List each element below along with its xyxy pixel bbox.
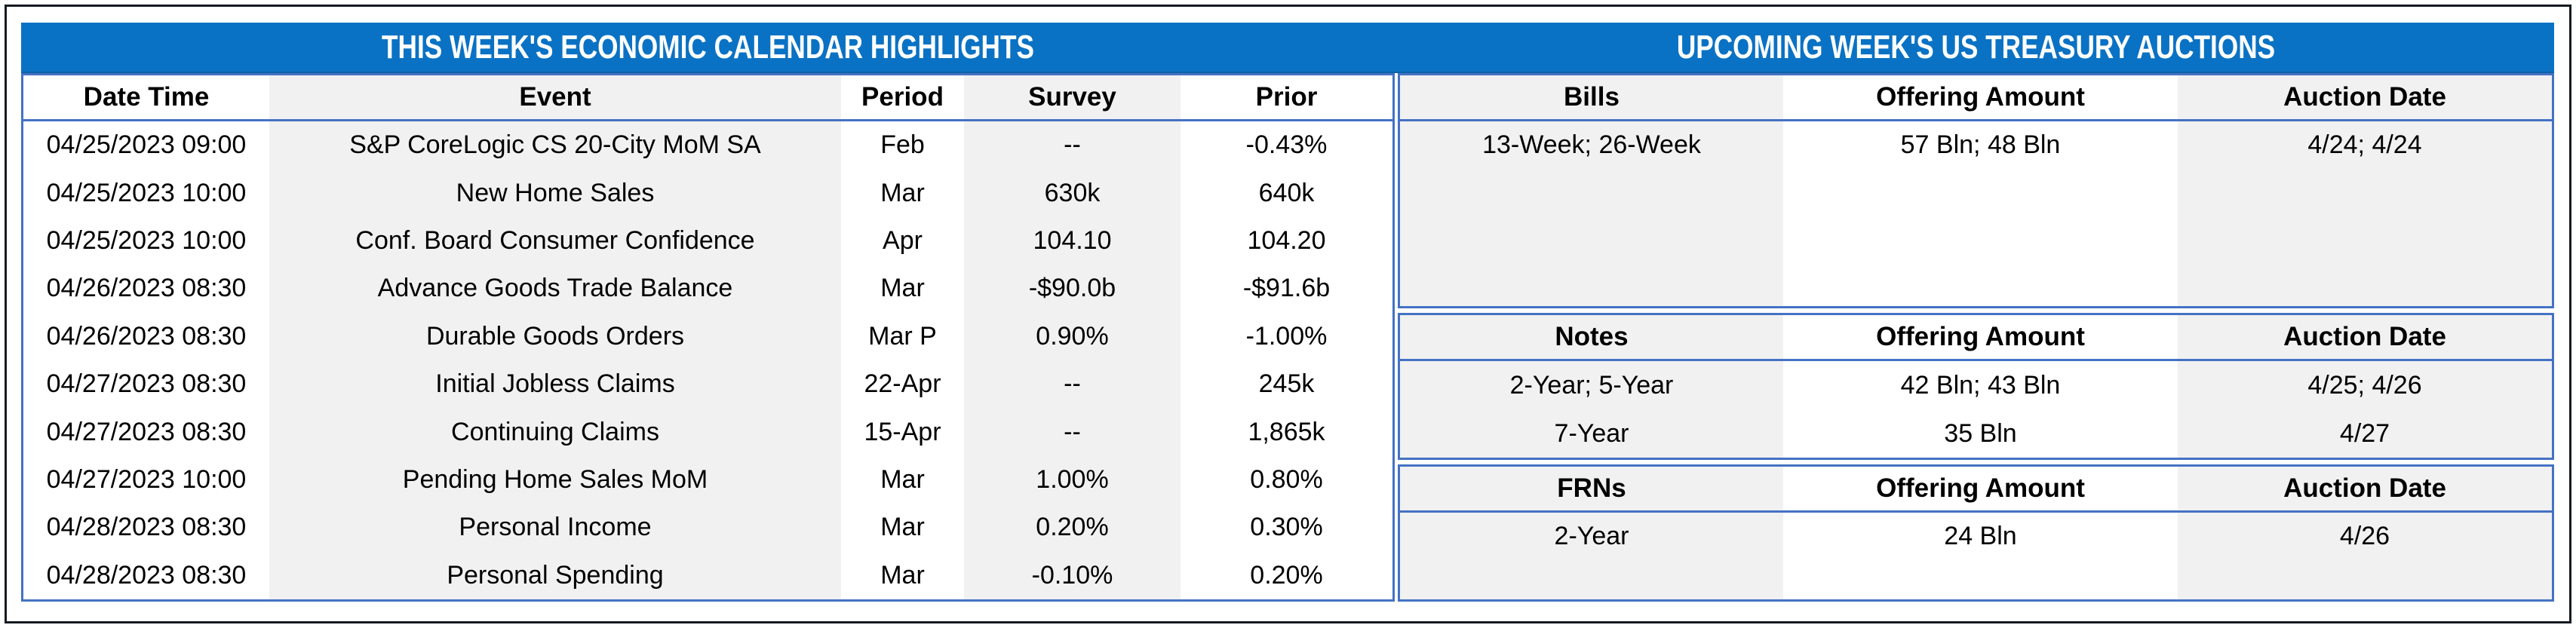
prior-cell: 245k xyxy=(1258,369,1315,399)
period-cell: Mar P xyxy=(868,321,937,351)
notes-auction-date-cell: 4/25; 4/26 xyxy=(2178,361,2552,409)
period-cell: Mar xyxy=(880,464,925,494)
notes-body: 2-Year; 5-Year 42 Bln; 43 Bln 4/25; 4/26… xyxy=(1400,361,2552,458)
auctions-section-title: UPCOMING WEEK'S US TREASURY AUCTIONS xyxy=(1676,28,2276,66)
date-time-cell: 04/27/2023 10:00 xyxy=(46,464,247,494)
event-cell: Advance Goods Trade Balance xyxy=(269,265,841,313)
survey-cell: -$90.0b xyxy=(964,265,1181,313)
economic-calendar-table: Date Time Event Period Survey Prior 04/2… xyxy=(21,73,1395,602)
period-cell: 15-Apr xyxy=(864,417,941,446)
bills-header-row: Bills Offering Amount Auction Date xyxy=(1400,75,2552,121)
period-cell: Feb xyxy=(880,130,925,160)
spacer-cell xyxy=(2178,169,2552,306)
bills-body: 13-Week; 26-Week 57 Bln; 48 Bln 4/24; 4/… xyxy=(1400,121,2552,306)
column-header-bills: Bills xyxy=(1400,75,1783,119)
column-header-offering-amount: Offering Amount xyxy=(1876,82,2085,112)
column-header-auction-date: Auction Date xyxy=(2178,315,2552,359)
column-header-auction-date: Auction Date xyxy=(2178,75,2552,119)
event-cell: S&P CoreLogic CS 20-City MoM SA xyxy=(269,121,841,170)
period-cell: Mar xyxy=(880,560,925,590)
frns-security-cell: 2-Year xyxy=(1400,513,1783,560)
survey-cell: 0.90% xyxy=(964,312,1181,360)
event-cell: Durable Goods Orders xyxy=(269,312,841,360)
date-time-cell: 04/28/2023 08:30 xyxy=(46,560,247,590)
period-cell: Apr xyxy=(883,225,923,255)
prior-cell: 104.20 xyxy=(1247,225,1326,255)
event-cell: New Home Sales xyxy=(269,169,841,217)
treasury-auctions-panel: Bills Offering Amount Auction Date 13-We… xyxy=(1398,73,2554,602)
frns-auction-block: FRNs Offering Amount Auction Date 2-Year… xyxy=(1398,464,2554,602)
date-time-cell: 04/26/2023 08:30 xyxy=(46,274,247,303)
survey-cell: -- xyxy=(964,360,1181,409)
column-header-offering-amount: Offering Amount xyxy=(1876,322,2085,351)
survey-cell: 1.00% xyxy=(964,455,1181,504)
date-time-cell: 04/25/2023 10:00 xyxy=(46,225,247,255)
event-cell: Personal Income xyxy=(269,504,841,552)
frns-offering-cell: 24 Bln xyxy=(1944,522,2017,550)
notes-security-cell: 7-Year xyxy=(1400,409,1783,458)
column-header-offering-amount: Offering Amount xyxy=(1876,473,2085,503)
notes-auction-block: Notes Offering Amount Auction Date 2-Yea… xyxy=(1398,313,2554,460)
frns-body: 2-Year 24 Bln 4/26 xyxy=(1400,513,2552,599)
column-header-period: Period xyxy=(861,82,944,112)
spacer-cell xyxy=(1783,169,2178,306)
event-cell: Personal Spending xyxy=(269,551,841,599)
date-time-cell: 04/27/2023 08:30 xyxy=(46,417,247,446)
spacer-cell xyxy=(1783,560,2178,599)
notes-offering-cell: 42 Bln; 43 Bln xyxy=(1900,370,2061,400)
prior-cell: 0.20% xyxy=(1250,560,1323,590)
prior-cell: 640k xyxy=(1258,178,1315,207)
column-header-survey: Survey xyxy=(964,75,1181,119)
period-cell: Mar xyxy=(880,513,925,542)
notes-security-cell: 2-Year; 5-Year xyxy=(1400,361,1783,409)
date-time-cell: 04/25/2023 10:00 xyxy=(46,178,247,207)
column-header-date-time: Date Time xyxy=(83,82,210,112)
prior-cell: 1,865k xyxy=(1248,417,1325,446)
frns-auction-date-cell: 4/26 xyxy=(2178,513,2552,560)
bills-auction-block: Bills Offering Amount Auction Date 13-We… xyxy=(1398,73,2554,308)
event-cell: Conf. Board Consumer Confidence xyxy=(269,216,841,265)
date-time-cell: 04/25/2023 09:00 xyxy=(46,130,247,160)
spacer-cell xyxy=(2178,560,2552,599)
notes-auction-date-cell: 4/27 xyxy=(2178,409,2552,458)
frns-header-row: FRNs Offering Amount Auction Date xyxy=(1400,467,2552,513)
calendar-body: 04/25/2023 09:00 S&P CoreLogic CS 20-Cit… xyxy=(23,121,1392,599)
period-cell: 22-Apr xyxy=(864,369,941,399)
calendar-section-title: THIS WEEK'S ECONOMIC CALENDAR HIGHLIGHTS xyxy=(382,28,1034,66)
spacer-cell xyxy=(1400,560,1783,599)
column-header-prior: Prior xyxy=(1255,82,1318,112)
spacer-cell xyxy=(1400,169,1783,306)
bills-security-cell: 13-Week; 26-Week xyxy=(1400,121,1783,169)
notes-header-row: Notes Offering Amount Auction Date xyxy=(1400,315,2552,361)
bills-offering-cell: 57 Bln; 48 Bln xyxy=(1900,130,2061,159)
event-cell: Pending Home Sales MoM xyxy=(269,455,841,504)
date-time-cell: 04/28/2023 08:30 xyxy=(46,513,247,542)
survey-cell: -- xyxy=(964,121,1181,170)
column-header-event: Event xyxy=(269,75,841,119)
column-header-frns: FRNs xyxy=(1400,467,1783,510)
survey-cell: -0.10% xyxy=(964,551,1181,599)
date-time-cell: 04/27/2023 08:30 xyxy=(46,369,247,399)
prior-cell: -1.00% xyxy=(1245,321,1328,351)
date-time-cell: 04/26/2023 08:30 xyxy=(46,321,247,351)
column-header-auction-date: Auction Date xyxy=(2178,467,2552,510)
survey-cell: 0.20% xyxy=(964,504,1181,552)
survey-cell: 630k xyxy=(964,169,1181,217)
notes-offering-cell: 35 Bln xyxy=(1944,418,2017,448)
column-header-notes: Notes xyxy=(1400,315,1783,359)
prior-cell: 0.30% xyxy=(1250,513,1323,542)
event-cell: Continuing Claims xyxy=(269,408,841,456)
prior-cell: -$91.6b xyxy=(1242,274,1331,303)
prior-cell: -0.43% xyxy=(1245,130,1328,160)
period-cell: Mar xyxy=(880,274,925,303)
bills-auction-date-cell: 4/24; 4/24 xyxy=(2178,121,2552,169)
period-cell: Mar xyxy=(880,178,925,207)
survey-cell: -- xyxy=(964,408,1181,456)
event-cell: Initial Jobless Claims xyxy=(269,360,841,409)
outer-frame xyxy=(5,5,2571,623)
calendar-header-row: Date Time Event Period Survey Prior xyxy=(23,75,1392,121)
prior-cell: 0.80% xyxy=(1250,464,1323,494)
title-bar: THIS WEEK'S ECONOMIC CALENDAR HIGHLIGHTS… xyxy=(21,23,2554,73)
survey-cell: 104.10 xyxy=(964,216,1181,265)
